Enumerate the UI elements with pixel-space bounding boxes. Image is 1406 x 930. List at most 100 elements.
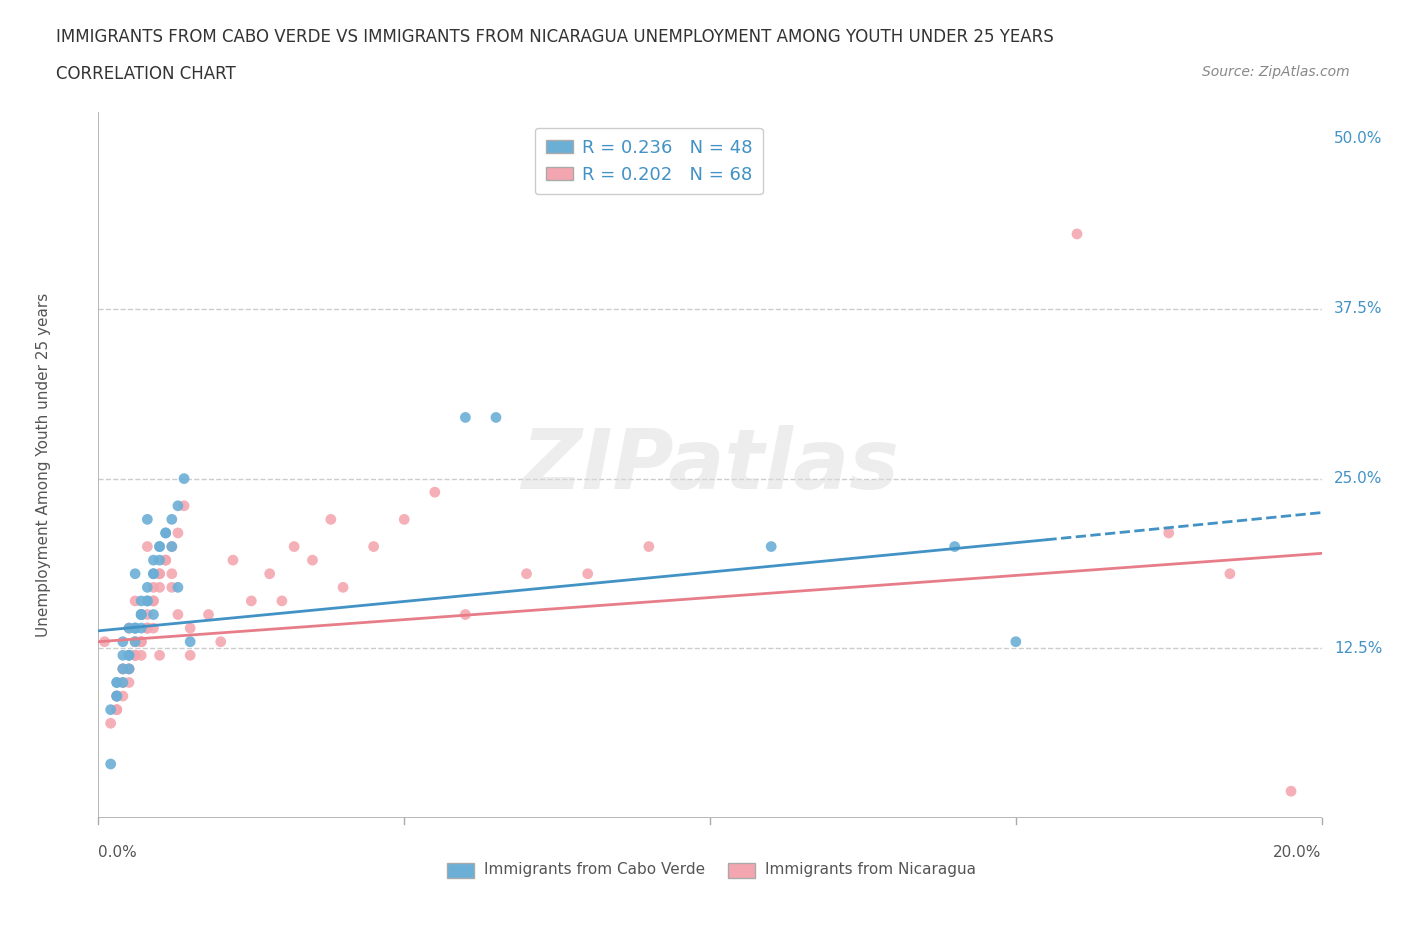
Text: ZIPatlas: ZIPatlas: [522, 424, 898, 506]
Point: [576, 566, 599, 581]
Point: [118, 661, 141, 676]
Point: [142, 607, 165, 622]
Point: [111, 688, 134, 703]
Point: [259, 566, 281, 581]
Point: [167, 607, 190, 622]
Point: [1066, 227, 1088, 242]
Point: [118, 661, 141, 676]
Point: [129, 634, 152, 649]
Point: [454, 410, 477, 425]
Text: IMMIGRANTS FROM CABO VERDE VS IMMIGRANTS FROM NICARAGUA UNEMPLOYMENT AMONG YOUTH: IMMIGRANTS FROM CABO VERDE VS IMMIGRANTS…: [56, 28, 1054, 46]
Point: [111, 661, 134, 676]
Point: [637, 539, 661, 554]
Point: [105, 702, 128, 717]
Text: CORRELATION CHART: CORRELATION CHART: [56, 65, 236, 83]
Point: [118, 661, 141, 676]
Point: [124, 648, 146, 663]
Point: [111, 661, 134, 676]
Point: [136, 620, 159, 635]
Point: [1219, 566, 1241, 581]
Point: [124, 620, 146, 635]
Point: [240, 593, 263, 608]
Point: [142, 566, 165, 581]
Point: [124, 634, 146, 649]
Point: [142, 593, 165, 608]
Point: [179, 634, 201, 649]
Point: [111, 648, 134, 663]
Point: [142, 566, 165, 581]
Point: [149, 580, 172, 595]
Text: 37.5%: 37.5%: [1334, 301, 1382, 316]
Point: [149, 552, 172, 567]
Point: [516, 566, 538, 581]
Point: [160, 539, 183, 554]
Point: [142, 620, 165, 635]
Point: [105, 688, 128, 703]
Point: [167, 525, 190, 540]
Point: [124, 634, 146, 649]
Point: [124, 620, 146, 635]
Point: [118, 675, 141, 690]
Point: [105, 702, 128, 717]
Point: [160, 580, 183, 595]
Point: [149, 539, 172, 554]
Point: [136, 620, 159, 635]
Point: [111, 675, 134, 690]
Point: [209, 634, 232, 649]
Point: [759, 539, 782, 554]
Text: Immigrants from Nicaragua: Immigrants from Nicaragua: [765, 862, 976, 877]
Legend: R = 0.236   N = 48, R = 0.202   N = 68: R = 0.236 N = 48, R = 0.202 N = 68: [534, 127, 763, 194]
Point: [136, 580, 159, 595]
Point: [943, 539, 966, 554]
Point: [105, 675, 128, 690]
Point: [392, 512, 416, 526]
Point: [105, 675, 128, 690]
Point: [149, 648, 172, 663]
Point: [301, 552, 323, 567]
Point: [1279, 784, 1302, 799]
Point: [160, 512, 183, 526]
Text: 25.0%: 25.0%: [1334, 472, 1382, 486]
Point: [118, 620, 141, 635]
Point: [136, 593, 159, 608]
Text: Source: ZipAtlas.com: Source: ZipAtlas.com: [1202, 65, 1350, 79]
Point: [363, 539, 385, 554]
Point: [179, 620, 201, 635]
Point: [124, 593, 146, 608]
Point: [142, 593, 165, 608]
Point: [142, 552, 165, 567]
Point: [454, 607, 477, 622]
FancyBboxPatch shape: [447, 863, 474, 879]
Point: [155, 552, 177, 567]
Point: [93, 634, 115, 649]
Point: [129, 634, 152, 649]
Point: [129, 607, 152, 622]
Point: [136, 539, 159, 554]
FancyBboxPatch shape: [728, 863, 755, 879]
Point: [129, 593, 152, 608]
Point: [155, 525, 177, 540]
Point: [105, 688, 128, 703]
Point: [118, 648, 141, 663]
Point: [136, 607, 159, 622]
Point: [124, 620, 146, 635]
Point: [124, 648, 146, 663]
Text: 0.0%: 0.0%: [98, 845, 138, 860]
Point: [167, 580, 190, 595]
Point: [423, 485, 446, 499]
Point: [155, 525, 177, 540]
Point: [129, 607, 152, 622]
Text: 50.0%: 50.0%: [1334, 131, 1382, 146]
Point: [270, 593, 292, 608]
Text: Unemployment Among Youth under 25 years: Unemployment Among Youth under 25 years: [37, 293, 51, 637]
Point: [1004, 634, 1026, 649]
Point: [129, 634, 152, 649]
Point: [485, 410, 508, 425]
Point: [124, 566, 146, 581]
Point: [142, 580, 165, 595]
Point: [160, 539, 183, 554]
Point: [155, 552, 177, 567]
Point: [111, 675, 134, 690]
Point: [100, 702, 122, 717]
Point: [136, 593, 159, 608]
